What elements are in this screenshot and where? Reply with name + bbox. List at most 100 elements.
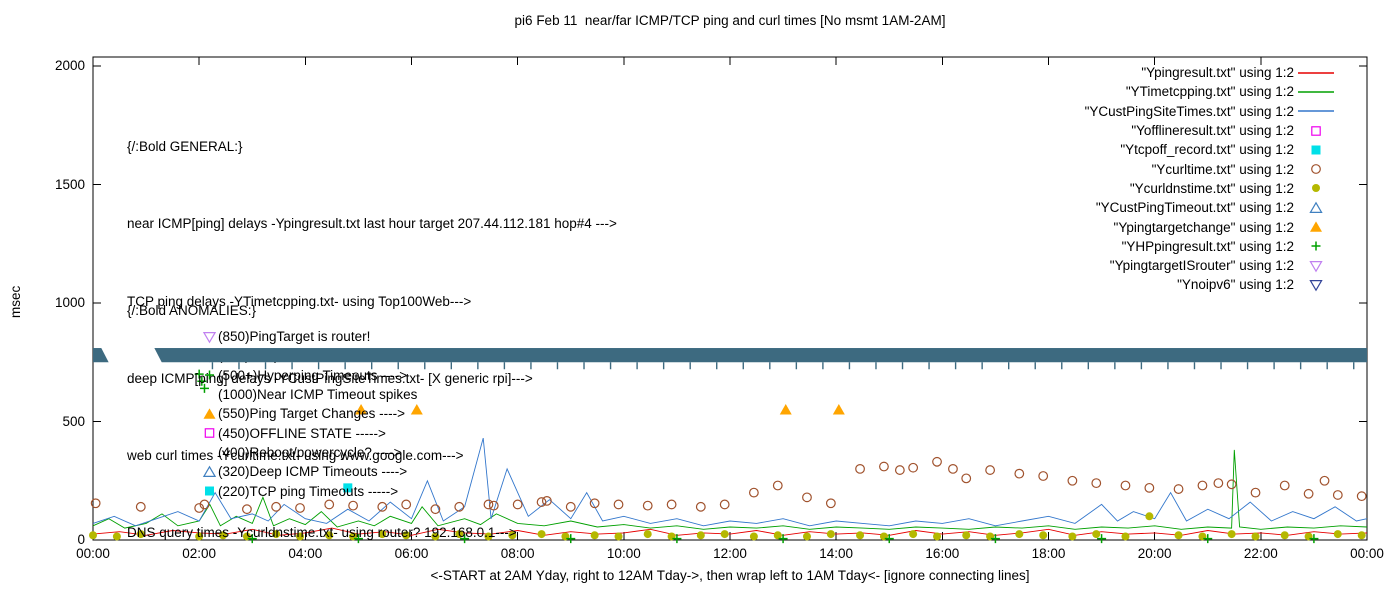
data-point-marker [536, 497, 547, 507]
data-point-marker [1174, 531, 1183, 540]
data-point-marker [932, 456, 942, 467]
data-point-marker [961, 473, 972, 484]
triangle-down-open-icon [1309, 279, 1323, 292]
legend-item: "YTimetcpping.txt" using 1:2 [1085, 82, 1338, 101]
data-point-marker [1311, 145, 1321, 155]
data-point-marker [488, 500, 499, 511]
triangle-up-filled-icon [203, 408, 216, 419]
anomaly-marker-icon [202, 444, 218, 460]
triangle-down-open-icon [202, 331, 217, 344]
data-point-marker [879, 461, 889, 472]
x-tick-label: 22:00 [1243, 546, 1278, 561]
data-point-marker [460, 534, 470, 544]
data-point-marker [590, 531, 599, 540]
data-point-marker [402, 531, 411, 540]
legend-marker [1294, 84, 1338, 100]
data-point-marker [894, 465, 905, 475]
data-point-marker [643, 530, 652, 539]
line-icon [1298, 91, 1334, 93]
legend-item: "Ytcpoff_record.txt" using 1:2 [1085, 140, 1338, 159]
legend-item: "Ynoipv6" using 1:2 [1085, 275, 1338, 294]
data-point-marker [202, 350, 217, 363]
data-point-marker [484, 532, 493, 541]
data-point-marker [1251, 532, 1260, 541]
plus-icon [205, 370, 214, 380]
annotation-line: TCP ping delays -YTimetcpping.txt- using… [127, 293, 472, 309]
data-point-marker [136, 530, 145, 539]
anomaly-text: (450)OFFLINE STATE -----> [218, 425, 386, 441]
data-point-marker [199, 383, 209, 393]
x-tick-label: 12:00 [713, 546, 747, 561]
data-point-marker [1357, 531, 1366, 540]
anomaly-line: (320)Deep ICMP Timeouts ----> [202, 462, 417, 481]
anomaly-text: (400)Reboot/powercycle? ----> [218, 444, 402, 460]
data-point-marker [778, 534, 788, 544]
anomaly-text: (850)PingTarget is router! [218, 329, 371, 345]
y-tick-label: 500 [62, 413, 85, 429]
data-point-marker [194, 369, 204, 379]
square-filled-icon [1311, 145, 1321, 155]
anomaly-marker-icon [202, 464, 218, 480]
data-point-marker [948, 464, 958, 474]
square-open-icon [1311, 125, 1321, 136]
data-point-marker [324, 499, 335, 510]
data-point-marker [430, 504, 441, 515]
legend-marker [1294, 142, 1338, 158]
data-point-marker [908, 462, 919, 473]
legend-item: "YCustPingSiteTimes.txt" using 1:2 [1085, 102, 1338, 121]
triangle-up-open-icon [202, 465, 217, 477]
data-point-marker [1144, 482, 1155, 493]
legend-label: "Ypingresult.txt" using 1:2 [1141, 65, 1294, 81]
data-point-marker [1173, 484, 1184, 494]
legend-label: "YpingtargetISrouter" using 1:2 [1109, 258, 1294, 274]
data-point-marker [1039, 531, 1048, 540]
x-tick-label: 04:00 [288, 546, 323, 561]
line-icon [1298, 71, 1334, 74]
data-point-marker [135, 501, 146, 512]
data-point-marker [325, 531, 334, 540]
data-point-marker [589, 498, 600, 509]
legend-item: "Ycurldnstime.txt" using 1:2 [1085, 179, 1338, 198]
data-point-marker [247, 534, 257, 544]
legend-marker [1294, 200, 1338, 216]
anomaly-marker-icon [202, 348, 218, 364]
data-point-marker [962, 531, 971, 540]
anomaly-text: (1000)Near ICMP Timeout spikes [218, 387, 418, 403]
anomaly-line: (450)OFFLINE STATE -----> [202, 423, 417, 442]
data-point-marker [355, 404, 368, 415]
anomaly-text: (500+)Hyperping Timeouts ----> [218, 367, 408, 383]
y-tick-label: 1500 [54, 176, 85, 192]
annotation-line: {/:Bold GENERAL:} [127, 139, 243, 155]
data-point-marker [378, 530, 387, 539]
data-point-marker [1203, 534, 1213, 544]
data-point-marker [1227, 530, 1236, 539]
data-point-marker [1303, 488, 1314, 499]
data-point-marker [779, 404, 792, 415]
data-point-marker [773, 531, 782, 540]
data-point-marker [1280, 531, 1289, 540]
general-annotations: {/:Bold GENERAL:} near ICMP[ping] delays… [127, 60, 617, 600]
square-filled-icon [205, 486, 214, 496]
data-point-marker [353, 534, 363, 544]
data-point-marker [1309, 279, 1323, 292]
data-point-marker [377, 501, 388, 512]
legend-label: "YCustPingTimeout.txt" using 1:2 [1095, 200, 1294, 216]
data-point-marker [1250, 487, 1261, 498]
triangle-up-filled-icon [1310, 221, 1322, 232]
x-axis-caption: <-START at 2AM Yday, right to 12AM Tday-… [430, 568, 1030, 583]
legend-marker [1294, 277, 1338, 293]
triangle-down-open-icon [202, 350, 217, 363]
anomaly-marker-icon [202, 425, 218, 441]
data-point-marker [295, 503, 305, 513]
x-tick-label: 08:00 [500, 546, 535, 561]
data-point-marker [90, 498, 101, 509]
data-point-marker [832, 404, 845, 415]
triangle-down-open-icon [1309, 260, 1323, 273]
x-tick-label: 00:00 [76, 546, 110, 561]
anomaly-line: (500+)Hyperping Timeouts ----> [202, 366, 417, 385]
data-point-marker [825, 498, 836, 509]
legend-marker [1294, 65, 1338, 81]
annotation-line: near ICMP[ping] delays -Ypingresult.txt … [127, 216, 617, 232]
